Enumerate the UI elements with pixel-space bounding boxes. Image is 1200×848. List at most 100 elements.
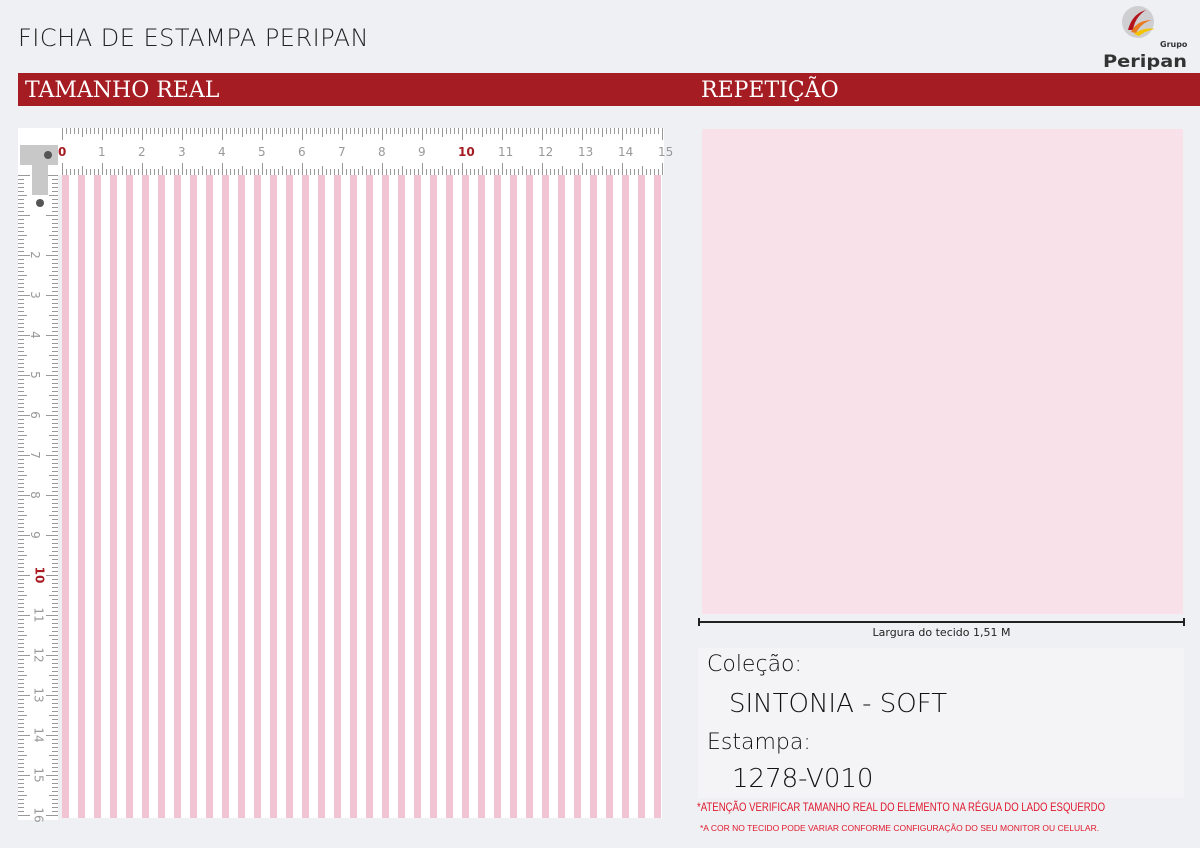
ruler-tick — [52, 307, 58, 308]
ruler-tick — [102, 128, 103, 140]
ruler-tick — [49, 395, 58, 396]
ruler-tick — [52, 367, 58, 368]
ruler-tick — [18, 403, 24, 404]
ruler-tick — [330, 169, 331, 175]
ruler-tick — [18, 547, 24, 548]
ruler-tick — [52, 619, 58, 620]
ruler-tick — [52, 779, 58, 780]
ruler-tick — [18, 599, 24, 600]
ruler-tick — [410, 169, 411, 175]
ruler-tick — [370, 169, 371, 175]
ruler-tick — [370, 128, 371, 134]
ruler-tick — [290, 169, 291, 175]
ruler-tick — [466, 128, 467, 134]
ruler-tick — [52, 259, 58, 260]
ruler-tick — [49, 315, 58, 316]
ruler-tick — [250, 128, 251, 134]
ruler-tick — [286, 169, 287, 175]
ruler-tick — [178, 128, 179, 134]
ruler-tick — [18, 331, 24, 332]
ruler-tick — [52, 303, 58, 304]
ruler-tick — [162, 128, 163, 137]
ruler-tick — [142, 128, 143, 140]
ruler-tick — [554, 128, 555, 134]
ruler-tick — [18, 295, 30, 296]
ruler-tick — [18, 763, 24, 764]
ruler-tick — [610, 128, 611, 134]
ruler-tick — [182, 128, 183, 140]
ruler-tick — [52, 671, 58, 672]
ruler-tick — [52, 523, 58, 524]
ruler-tick — [650, 169, 651, 175]
ruler-tick — [218, 128, 219, 134]
ruler-tick — [18, 271, 24, 272]
ruler-number: 5 — [258, 145, 266, 159]
ruler-tick — [82, 128, 83, 137]
ruler-tick — [46, 375, 58, 376]
ruler-tick — [18, 775, 30, 776]
ruler-tick — [646, 128, 647, 134]
ruler-tick — [402, 166, 403, 175]
ruler-tick — [52, 719, 58, 720]
ruler-tick — [578, 169, 579, 175]
ruler-tick — [126, 128, 127, 134]
ruler-tick — [514, 169, 515, 175]
ruler-tick — [450, 128, 451, 134]
ruler-tick — [458, 128, 459, 134]
ruler-tick — [194, 128, 195, 134]
ruler-tick — [234, 169, 235, 175]
ruler-tick — [574, 128, 575, 134]
ruler-tick — [578, 128, 579, 134]
ruler-tick — [638, 128, 639, 134]
ruler-tick — [52, 491, 58, 492]
ruler-tick — [18, 187, 24, 188]
ruler-tick — [18, 407, 24, 408]
ruler-tick — [130, 169, 131, 175]
ruler-tick — [302, 128, 303, 140]
ruler-tick — [52, 447, 58, 448]
ruler-tick — [52, 547, 58, 548]
ruler-tick — [52, 807, 58, 808]
ruler-tick — [18, 791, 24, 792]
ruler-tick — [590, 169, 591, 175]
ruler-tick — [230, 128, 231, 134]
ruler-tick — [118, 128, 119, 134]
ruler-tick — [166, 128, 167, 134]
ruler-tick — [490, 169, 491, 175]
ruler-tick — [49, 515, 58, 516]
ruler-tick — [18, 663, 24, 664]
ruler-tick — [470, 169, 471, 175]
ruler-tick — [414, 128, 415, 134]
ruler-tick — [52, 567, 58, 568]
ruler-tick — [342, 163, 343, 175]
section-header-bar — [18, 73, 1200, 106]
ruler-tick — [282, 128, 283, 137]
ruler-tick — [418, 128, 419, 134]
ruler-tick — [210, 169, 211, 175]
ruler-tick — [146, 128, 147, 134]
ruler-tick — [52, 463, 58, 464]
ruler-tick — [18, 307, 24, 308]
ruler-tick — [406, 128, 407, 134]
ruler-tick — [52, 667, 58, 668]
ruler-tick — [18, 431, 24, 432]
ruler-tick — [52, 343, 58, 344]
ruler-tick — [18, 623, 24, 624]
ruler-tick — [106, 128, 107, 134]
ruler-tick — [270, 128, 271, 134]
ruler-tick — [446, 128, 447, 134]
ruler-tick — [422, 128, 423, 140]
ruler-tick — [46, 815, 58, 816]
ruler-tick — [622, 163, 623, 175]
ruler-tick — [382, 128, 383, 140]
ruler-tick — [290, 128, 291, 134]
ruler-tick — [18, 367, 24, 368]
ruler-tick — [52, 723, 58, 724]
ruler-tick — [52, 783, 58, 784]
ruler-tick — [46, 415, 58, 416]
section-title-repeat: REPETIÇÃO — [701, 78, 839, 103]
ruler-tick — [18, 359, 24, 360]
ruler-tick — [490, 128, 491, 134]
ruler-tick — [438, 169, 439, 175]
ruler-tick — [18, 383, 24, 384]
